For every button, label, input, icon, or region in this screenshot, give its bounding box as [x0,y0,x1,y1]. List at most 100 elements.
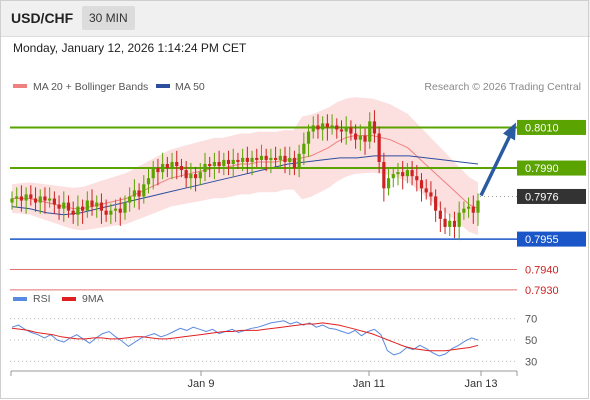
candle-body [62,202,66,209]
candle-body [386,178,391,189]
candle-body [292,157,297,169]
candle-body [113,208,118,211]
currency-pair-title: USD/CHF [11,10,74,26]
candle-body [325,123,329,128]
candle-body [415,176,419,181]
candle-body [193,174,198,179]
candle-body [344,127,348,132]
candle-body [109,210,113,215]
candle-body [297,153,301,169]
candle-body [349,127,353,134]
candle-body [57,204,61,209]
rsi-tick-label-70: 70 [525,314,537,326]
candle-body [358,135,362,140]
candle-body [419,180,424,189]
candle-body [316,125,320,130]
candle-body [245,157,249,162]
rsi-ma-line [11,322,479,352]
candle-body [43,196,47,201]
candle-body [71,210,75,215]
chart-datetime: Monday, January 12, 2026 1:14:24 PM CET [13,41,247,55]
candle-body [335,125,339,130]
candle-body [471,206,475,213]
candle-body [368,121,372,142]
candle-body [170,161,174,169]
candle-body [85,200,89,211]
candle-body [391,174,395,179]
candle-body [273,157,278,160]
candle-body [429,192,433,197]
candle-body [264,155,268,160]
candle-body [382,161,386,189]
rsi-tick-label-30: 30 [525,356,537,368]
candle-body [104,210,108,215]
candle-body [283,155,287,162]
candle-body [81,206,85,211]
candle-body [90,200,94,207]
candle-body [19,196,24,201]
candle-body [462,208,466,213]
candle-body [189,174,193,179]
candle-body [226,159,231,164]
candle-body [438,210,442,219]
candle-body [118,208,122,213]
candle-body [410,170,414,177]
candle-body [151,168,155,179]
level-label-0.7976: 0.7976 [525,191,559,203]
candle-body [76,206,80,215]
candle-body [217,161,221,167]
ma20-legend-label: MA 20 + Bollinger Bands [33,81,148,93]
candle-body [165,163,169,169]
candle-body [10,198,14,203]
candle-body [339,129,344,132]
candle-body [198,172,202,179]
candle-body [24,194,28,201]
level-badge-0.7990 [517,160,586,176]
candle-body [184,170,188,179]
ma50-legend-swatch [156,84,170,88]
candle-body [48,198,52,201]
projection-arrow-shaft [479,134,512,197]
level-label-0.7930: 0.7930 [525,285,559,297]
candle-body [132,190,136,197]
candle-body [123,202,127,213]
timeframe-button[interactable]: 30 MIN [82,6,135,30]
candle-body [434,196,438,211]
candle-body [405,170,409,177]
candle-body [52,198,56,205]
ma50-line [11,155,479,216]
x-tick-label: Jan 11 [353,378,385,390]
rsi-ma-legend-label: 9MA [82,293,104,305]
rsi-ma-legend-swatch [62,297,76,301]
candle-body [222,159,226,167]
candle-body [33,198,38,203]
candle-body [288,157,292,162]
candle-body [452,220,457,227]
candle-body [269,157,273,160]
candle-body [212,161,217,167]
rsi-tick-label-50: 50 [525,335,537,347]
candle-body [231,159,235,164]
candle-body [401,172,405,177]
level-label-0.7940: 0.7940 [525,265,559,277]
level-label-0.8010: 0.8010 [525,122,559,134]
candle-body [321,123,325,130]
candle-body [203,163,207,173]
candle-body [156,168,160,173]
candle-body [424,188,428,193]
candle-body [443,218,447,227]
candle-body [457,212,461,227]
candle-body [175,161,179,167]
candle-body [66,202,71,211]
x-tick-label: Jan 9 [188,378,215,390]
candle-body [354,133,358,140]
level-badge-0.7976 [517,188,586,204]
candle-body [255,157,259,160]
level-badge-0.7955 [517,231,586,247]
candle-body [372,121,377,134]
candle-body [448,220,452,227]
candle-body [278,155,282,160]
candle-body [466,206,471,209]
candle-body [377,133,381,162]
price-plot: 0.8010 0.7990 0.7976 0.7955 0.7940 0.7930 [10,97,586,297]
